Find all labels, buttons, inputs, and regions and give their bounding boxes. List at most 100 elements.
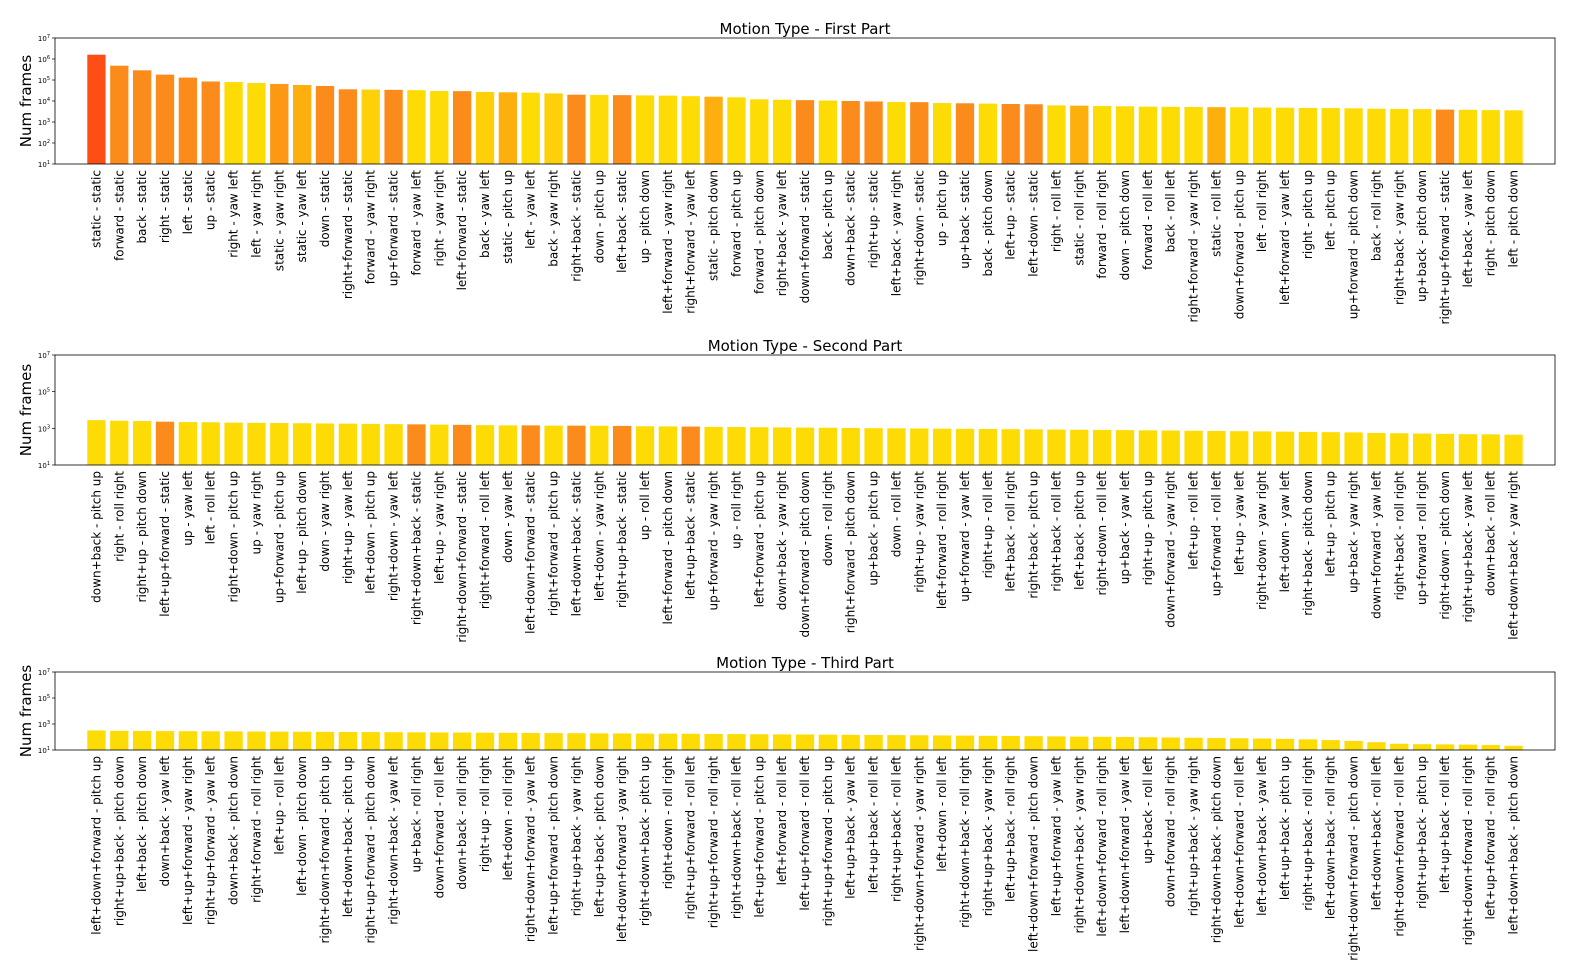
axes-frame — [54, 354, 1556, 466]
x-tick-label: right+back - yaw left — [775, 170, 789, 297]
bar — [544, 93, 563, 164]
x-tick-label: right+up+back - pitch down — [112, 756, 126, 926]
bar — [361, 89, 380, 164]
bar — [1458, 434, 1477, 465]
y-tick-exponent: 7 — [47, 351, 50, 357]
bar — [133, 70, 152, 164]
bar — [933, 735, 952, 750]
y-tick-label: 106 — [38, 55, 50, 64]
x-tick-label: right+down+forward - roll left — [1392, 756, 1406, 937]
bar — [498, 732, 517, 750]
bar — [453, 91, 472, 164]
bar — [910, 735, 929, 750]
x-tick-label: right+down+back - pitch up — [638, 756, 652, 926]
bar — [475, 91, 495, 164]
bar — [1298, 431, 1317, 465]
x-tick-label: left+up - pitch up — [1324, 471, 1338, 577]
bar — [613, 425, 632, 465]
x-tick-label: up+forward - yaw right — [707, 471, 721, 611]
chart-title: Motion Type - Second Part — [708, 337, 903, 355]
bar — [727, 427, 746, 465]
x-tick-label: down - static — [318, 170, 332, 247]
bar — [1001, 735, 1020, 750]
bar — [384, 89, 403, 164]
bar — [1115, 106, 1135, 164]
x-tick-label: static - yaw right — [272, 170, 286, 271]
bar — [1138, 430, 1157, 465]
x-tick-label: right+up+forward - pitch up — [821, 756, 835, 926]
x-tick-label: up - static — [204, 170, 218, 230]
bar — [338, 89, 357, 164]
bar — [1458, 109, 1477, 164]
x-tick-label: left+up - pitch down — [295, 471, 309, 594]
x-tick-label: forward - roll right — [1095, 170, 1109, 279]
y-tick-base: 10 — [38, 747, 47, 755]
bar — [270, 731, 289, 750]
x-tick-label: right+down+forward - yaw right — [912, 756, 926, 951]
x-tick-label: right - static — [158, 170, 172, 243]
x-tick-label: right+forward - pitch down — [844, 471, 858, 633]
bar — [110, 65, 129, 164]
bar — [453, 732, 472, 750]
bar — [887, 735, 906, 750]
x-tick-label: left+down - roll left — [935, 756, 949, 872]
x-tick-label: left+up - yaw right — [432, 471, 446, 584]
y-tick-base: 10 — [38, 425, 47, 433]
x-tick-label: left+down+forward - yaw left — [1118, 756, 1132, 934]
x-tick-label: back - roll left — [1164, 170, 1178, 253]
y-tick-base: 10 — [38, 77, 47, 85]
x-tick-label: left+down+forward - yaw right — [615, 756, 629, 942]
y-axis-label: Num frames — [17, 665, 35, 758]
x-tick-label: left - yaw right — [249, 170, 263, 258]
bar — [933, 428, 952, 465]
bar — [1367, 108, 1386, 164]
x-tick-label: right+forward - yaw right — [1187, 170, 1201, 323]
bar — [681, 733, 700, 750]
y-tick-exponent: 4 — [47, 97, 50, 103]
y-axis-label: Num frames — [17, 55, 35, 148]
x-tick-label: left+up+back - roll left — [867, 756, 881, 893]
x-tick-label: right - yaw left — [227, 170, 241, 258]
bar — [430, 90, 449, 164]
bar — [87, 420, 106, 465]
y-tick-exponent: 5 — [47, 694, 50, 700]
y-tick-label: 105 — [38, 388, 50, 397]
bar — [1115, 737, 1135, 750]
x-tick-label: right+up+back - static — [615, 471, 629, 608]
x-tick-label: right+down - pitch down — [1438, 471, 1452, 620]
bar — [407, 90, 426, 164]
y-tick-exponent: 1 — [47, 160, 50, 166]
x-tick-label: right+down+forward - static — [455, 471, 469, 643]
y-tick-label: 105 — [38, 76, 50, 85]
bar — [978, 429, 997, 465]
x-tick-label: down+back - pitch up — [89, 471, 103, 603]
x-tick-label: down+forward - pitch down — [798, 471, 812, 637]
x-tick-label: left+down - roll right — [501, 756, 515, 881]
y-tick-label: 103 — [38, 720, 50, 729]
x-tick-label: right - roll left — [1049, 170, 1063, 252]
chart-panel-1: Motion Type - First Part Num frames static… — [17, 20, 1556, 324]
bar — [818, 427, 837, 465]
bar — [201, 731, 220, 750]
x-tick-label: right+down+back - roll right — [958, 756, 972, 928]
x-tick-label: left+down - pitch down — [295, 756, 309, 896]
x-tick-label: left+up+forward - yaw left — [1049, 756, 1063, 917]
bar — [613, 95, 632, 164]
x-tick-label: down+back - roll right — [455, 756, 469, 890]
bar — [1230, 107, 1249, 164]
y-tick-base: 10 — [38, 669, 47, 677]
bar — [841, 734, 860, 750]
bar — [1275, 431, 1295, 465]
x-tick-label: down+back - yaw right — [775, 471, 789, 610]
x-tick-label: right+up+back - yaw right — [569, 756, 583, 917]
bar — [498, 425, 517, 465]
x-tick-label: left+back - static — [615, 170, 629, 273]
x-tick-label: right+down+back - yaw left — [387, 756, 401, 925]
bar — [567, 425, 586, 465]
bar — [681, 96, 700, 164]
bar — [635, 733, 655, 750]
x-tick-label: left+forward - pitch down — [661, 471, 675, 625]
x-tick-label: up+back - static — [958, 170, 972, 269]
y-tick-exponent: 3 — [47, 720, 50, 726]
x-tick-label: right+forward - roll right — [249, 756, 263, 903]
